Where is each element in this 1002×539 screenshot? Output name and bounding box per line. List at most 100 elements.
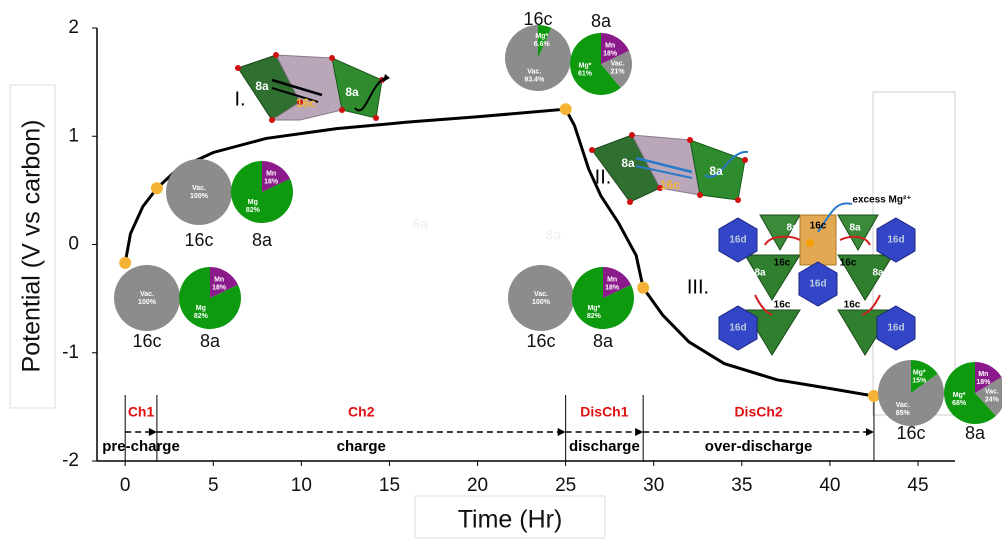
slice-name: Mg*: [953, 392, 966, 399]
pie-slice: [569, 33, 621, 96]
pie-slice: [911, 360, 938, 393]
slice-name: Vac.: [534, 291, 548, 298]
pie-slice: [878, 360, 945, 426]
slice-value: 18%: [212, 284, 227, 291]
slice-value: 68%: [952, 400, 967, 407]
slice-value: 100%: [532, 299, 551, 306]
slice-value: 18%: [605, 284, 620, 291]
structure-label: 8a: [849, 223, 861, 234]
potential-line: [123, 107, 875, 398]
structure-diagram: [718, 202, 916, 356]
site-label: 8a: [591, 11, 612, 31]
structure-diagram: [235, 52, 390, 123]
structure-label: 16c: [840, 258, 857, 269]
structure-label: III.: [687, 276, 709, 298]
structure-label: 16d: [887, 235, 904, 246]
structure-label: 8a: [345, 85, 359, 99]
structure-label: 16c: [774, 258, 791, 269]
slice-value: 93.4%: [524, 77, 545, 84]
phase-label: Ch2: [348, 404, 375, 420]
site-label: 8a: [593, 331, 614, 351]
x-tick-label: 45: [907, 475, 928, 496]
slice-value: 24%: [985, 396, 1000, 403]
structure-label: 8a: [872, 268, 884, 279]
x-tick-label: 25: [555, 475, 576, 496]
slice-name: Mg*: [587, 305, 600, 312]
slice-name: Mg*: [579, 63, 592, 70]
slice-name: Vac.: [527, 69, 541, 76]
x-tick-label: 5: [208, 475, 219, 496]
site-label: 16c: [896, 423, 925, 443]
slice-name: Mg*: [913, 370, 926, 377]
slice-value: 21%: [611, 69, 626, 76]
pie-slice: [603, 267, 632, 298]
slice-value: 100%: [138, 299, 157, 306]
x-tick-label: 35: [731, 475, 752, 496]
slice-value: 18%: [603, 50, 618, 57]
slice-name: Mg: [248, 199, 258, 206]
site-label: 16c: [184, 230, 213, 250]
slice-name: Vac.: [192, 185, 206, 192]
pie-slice: [975, 376, 1002, 416]
slice-value: 85%: [896, 410, 911, 417]
structure-label: 8a: [255, 79, 269, 93]
slice-name: Mg: [196, 305, 206, 312]
pie-slice: [231, 161, 294, 223]
slice-value: 82%: [587, 313, 602, 320]
arrow-head: [865, 428, 874, 436]
structure-label: 16d: [729, 323, 746, 334]
structure-label: I.: [234, 88, 245, 110]
x-label-box: [414, 495, 606, 539]
slice-name: Mg*: [535, 33, 548, 40]
structure-label: 16c: [296, 96, 316, 110]
slice-name: Mn: [978, 371, 988, 378]
structure-label: 16d: [729, 235, 746, 246]
state-marker: [150, 182, 163, 195]
arrow-head: [557, 428, 566, 436]
pie-slice: [166, 159, 232, 225]
y-tick-label: -2: [62, 450, 79, 471]
phase-name: charge: [337, 438, 386, 455]
site-label: 8a: [200, 331, 221, 351]
phase-name: discharge: [569, 438, 640, 455]
pie-slice: [262, 161, 291, 192]
slice-value: 82%: [194, 313, 209, 320]
x-tick-label: 0: [120, 475, 131, 496]
structure-label: 8a: [412, 216, 428, 232]
structure-label: 16c: [810, 221, 827, 232]
site-label: 16c: [132, 331, 161, 351]
slice-name: Vac.: [611, 61, 625, 68]
structure-label: 16c: [660, 178, 680, 192]
site-label: 8a: [965, 423, 986, 443]
slice-name: Mn: [607, 276, 617, 283]
pie-slice: [538, 25, 552, 58]
structure-diagram: [589, 132, 749, 205]
slice-name: Vac.: [985, 388, 999, 395]
slice-value: 6.6%: [534, 41, 551, 48]
slice-value: 15%: [912, 378, 927, 385]
pie-slice: [114, 265, 180, 331]
structure-label: 8a: [754, 268, 766, 279]
y-tick-label: 0: [68, 234, 79, 255]
y-tick-label: 2: [68, 17, 79, 38]
structure-label: 16d: [887, 323, 904, 334]
slice-name: Vac.: [140, 291, 154, 298]
slice-value: 18%: [976, 379, 991, 386]
pie-slice: [210, 267, 239, 298]
pie-slice: [508, 265, 574, 331]
slice-name: Mn: [605, 42, 615, 49]
structure-label: II.: [595, 166, 612, 188]
y-tick-label: 1: [68, 125, 79, 146]
site-label: 16c: [526, 331, 555, 351]
phase-label: DisCh2: [734, 404, 782, 420]
arrow-head: [635, 428, 644, 436]
slice-value: 61%: [578, 71, 593, 78]
pie-slice: [944, 362, 996, 424]
x-tick-label: 20: [467, 475, 488, 496]
state-marker: [119, 256, 132, 269]
arrow-head: [148, 428, 157, 436]
phase-label: DisCh1: [580, 404, 628, 420]
structure-label: 8a: [786, 223, 798, 234]
pie-slice: [975, 362, 1002, 393]
